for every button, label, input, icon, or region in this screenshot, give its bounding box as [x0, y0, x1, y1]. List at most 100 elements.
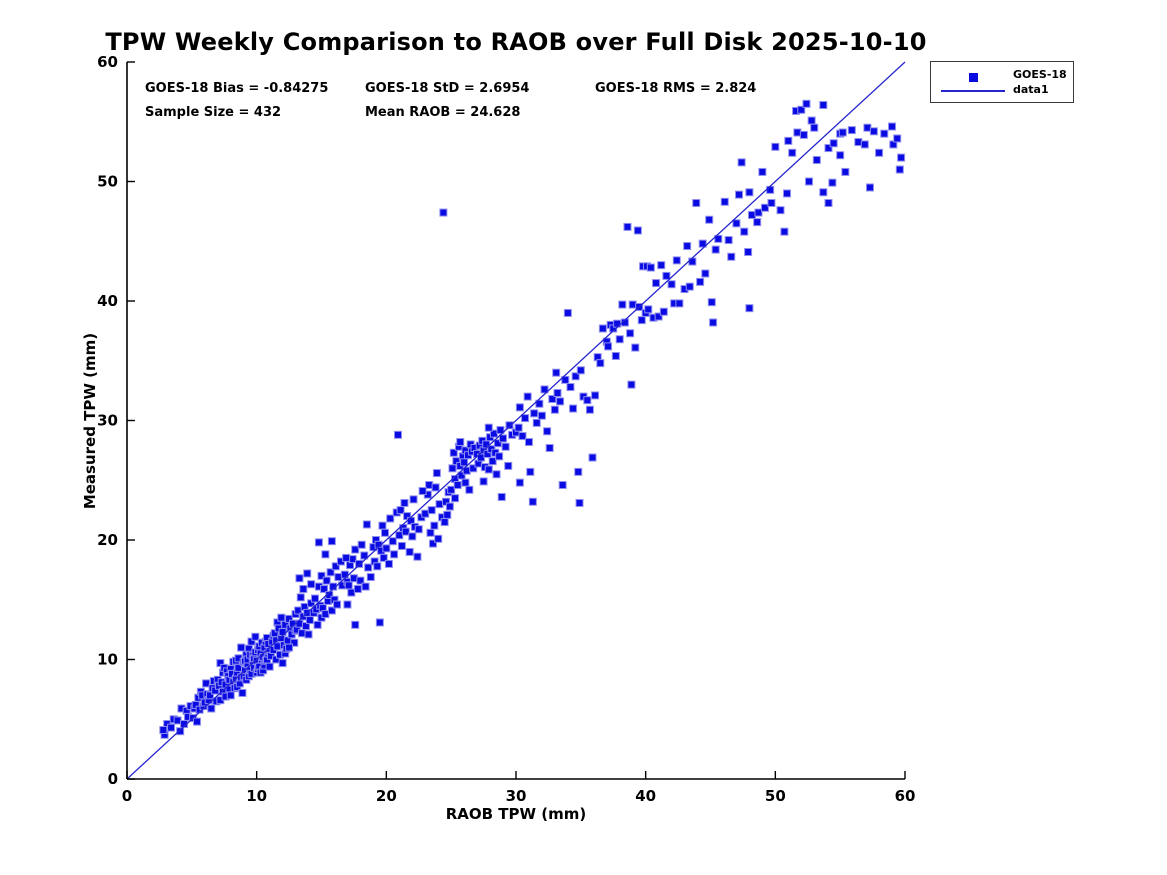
y-tick-label: 30: [97, 412, 118, 430]
scatter-point: [167, 723, 176, 732]
scatter-point: [575, 498, 584, 507]
scatter-point: [880, 129, 889, 138]
scatter-point: [298, 629, 307, 638]
scatter-point: [591, 391, 600, 400]
scatter-point: [379, 553, 388, 562]
scatter-point: [176, 727, 185, 736]
y-tick-label: 60: [97, 53, 118, 71]
scatter-point: [159, 726, 168, 735]
scatter-point: [484, 465, 493, 474]
scatter-point: [333, 600, 342, 609]
scatter-point: [659, 307, 668, 316]
scatter-point: [340, 570, 349, 579]
scatter-point: [496, 426, 505, 435]
scatter-point: [193, 717, 202, 726]
scatter-point: [735, 190, 744, 199]
scatter-point: [705, 215, 714, 224]
scatter-point: [448, 464, 457, 473]
scatter-point: [819, 101, 828, 110]
scatter-point: [327, 537, 336, 546]
scatter-point: [449, 448, 458, 457]
scatter-point: [793, 128, 802, 137]
scatter-point: [526, 467, 535, 476]
scatter-point: [432, 469, 441, 478]
stat-mean-raob: Mean RAOB = 24.628: [365, 105, 521, 120]
scatter-point: [553, 389, 562, 398]
scatter-point: [435, 500, 444, 509]
scatter-point: [556, 397, 565, 406]
scatter-point: [348, 555, 357, 564]
scatter-point: [421, 509, 430, 518]
scatter-point: [447, 485, 456, 494]
scatter-point: [451, 494, 460, 503]
scatter-point: [469, 464, 478, 473]
stat-rms: GOES-18 RMS = 2.824: [595, 81, 757, 96]
scatter-point: [460, 458, 469, 467]
scatter-point: [453, 481, 462, 490]
scatter-point: [334, 573, 343, 582]
scatter-point: [303, 569, 312, 578]
scatter-point: [479, 477, 488, 486]
scatter-point: [501, 442, 510, 451]
scatter-point: [771, 142, 780, 151]
scatter-point: [499, 434, 508, 443]
y-tick-label: 0: [108, 770, 118, 788]
scatter-point: [552, 368, 561, 377]
scatter-point: [819, 188, 828, 197]
x-tick-label: 60: [895, 787, 916, 805]
scatter-point: [207, 704, 216, 713]
scatter-point: [753, 218, 762, 227]
scatter-point: [373, 562, 382, 571]
scatter-point: [860, 140, 869, 149]
scatter-point: [317, 571, 326, 580]
x-axis-label: RAOB TPW (mm): [445, 805, 587, 823]
scatter-point: [543, 427, 552, 436]
legend: GOES-18 data1: [930, 61, 1074, 103]
scatter-point: [644, 305, 653, 314]
scatter-point: [386, 514, 395, 523]
scatter-point: [588, 453, 597, 462]
scatter-point: [384, 559, 393, 568]
scatter-point: [865, 183, 874, 192]
scatter-point: [875, 148, 884, 157]
scatter-point: [443, 510, 452, 519]
scatter-point: [780, 227, 789, 236]
scatter-point: [540, 385, 549, 394]
scatter-point: [604, 342, 613, 351]
scatter-point: [576, 366, 585, 375]
scatter-point: [425, 481, 434, 490]
legend-marker-square-icon: [969, 73, 978, 82]
scatter-point: [394, 430, 403, 439]
scatter-point: [495, 452, 504, 461]
stat-sample-size: Sample Size = 432: [145, 105, 282, 120]
scatter-point: [744, 248, 753, 257]
scatter-point: [724, 236, 733, 245]
scatter-point: [662, 271, 671, 280]
scatter-point: [545, 443, 554, 452]
scatter-point: [613, 319, 622, 328]
scatter-point: [626, 329, 635, 338]
scatter-point: [515, 403, 524, 412]
scatter-point: [714, 234, 723, 243]
scatter-point: [667, 280, 676, 289]
scatter-point: [375, 618, 384, 627]
scatter-point: [692, 199, 701, 208]
scatter-point: [571, 372, 580, 381]
scatter-point: [290, 638, 299, 647]
scatter-point: [824, 144, 833, 153]
scatter-point: [745, 304, 754, 313]
scatter-point: [390, 550, 399, 559]
scatter-point: [295, 619, 304, 628]
scatter-point: [397, 541, 406, 550]
scatter-point: [357, 540, 366, 549]
scatter-point: [707, 298, 716, 307]
scatter-point: [807, 116, 816, 125]
scatter-point: [802, 99, 811, 108]
scatter-point: [427, 506, 436, 515]
scatter-point: [381, 528, 390, 537]
scatter-point: [631, 343, 640, 352]
scatter-point: [897, 153, 906, 162]
scatter-point: [342, 553, 351, 562]
scatter-point: [362, 520, 371, 529]
scatter-point: [828, 178, 837, 187]
